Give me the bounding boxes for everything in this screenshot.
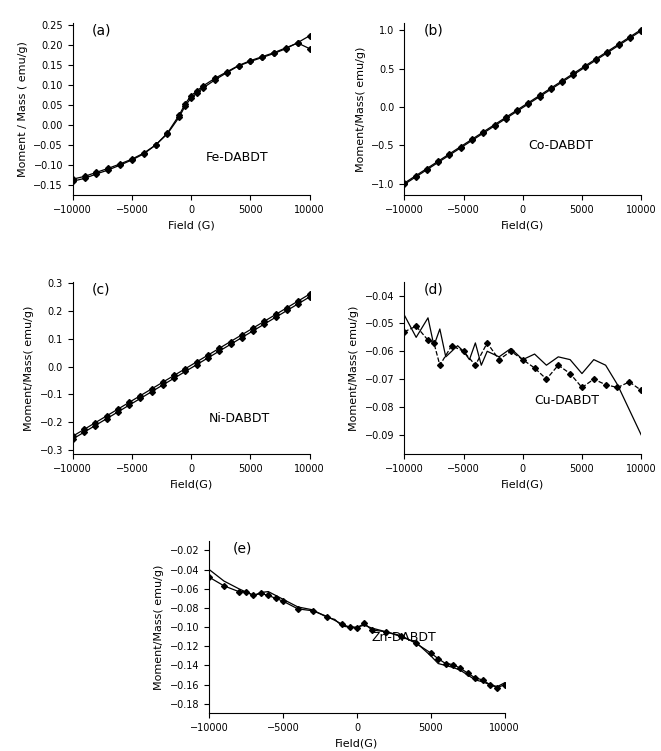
- Text: (b): (b): [423, 23, 443, 38]
- X-axis label: Field(G): Field(G): [169, 480, 213, 490]
- Text: (e): (e): [233, 541, 252, 556]
- Y-axis label: Moment/Mass( emu/g): Moment/Mass( emu/g): [154, 565, 164, 689]
- X-axis label: Field(G): Field(G): [501, 221, 545, 231]
- X-axis label: Field(G): Field(G): [335, 739, 379, 749]
- Text: Co-DABDT: Co-DABDT: [529, 139, 594, 152]
- Y-axis label: Moment / Mass ( emu/g): Moment / Mass ( emu/g): [18, 41, 28, 176]
- Y-axis label: Moment/Mass( emu/g): Moment/Mass( emu/g): [350, 306, 360, 430]
- Text: (d): (d): [423, 282, 443, 297]
- Text: Zn-DABDT: Zn-DABDT: [371, 632, 436, 644]
- X-axis label: Field (G): Field (G): [168, 221, 215, 231]
- Text: Ni-DABDT: Ni-DABDT: [209, 412, 270, 425]
- Text: (a): (a): [92, 23, 111, 38]
- Y-axis label: Moment/Mass( emu/g): Moment/Mass( emu/g): [356, 47, 366, 171]
- Y-axis label: Moment/Mass( emu/g): Moment/Mass( emu/g): [24, 306, 34, 430]
- X-axis label: Field(G): Field(G): [501, 480, 545, 490]
- Text: Cu-DABDT: Cu-DABDT: [535, 394, 600, 407]
- Text: (c): (c): [92, 282, 110, 297]
- Text: Fe-DABDT: Fe-DABDT: [206, 151, 268, 164]
